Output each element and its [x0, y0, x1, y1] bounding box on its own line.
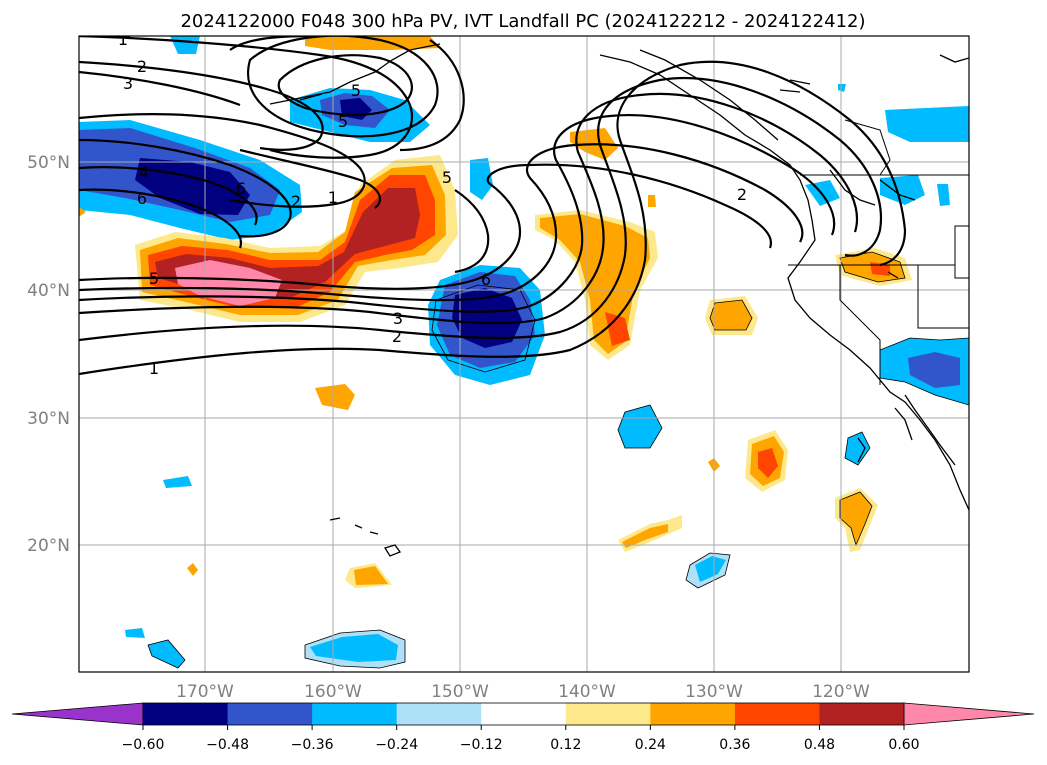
pv-label: 3: [393, 309, 403, 328]
figure-title: 2024122000 F048 300 hPa PV, IVT Landfall…: [180, 11, 865, 32]
colorbar-tick-label: 0.60: [888, 737, 919, 753]
colorbar-segment: [734, 703, 820, 725]
lat-tick-label: 40°N: [27, 281, 70, 301]
lon-tick-label: 120°W: [812, 682, 870, 702]
pv-label: 5: [351, 81, 361, 100]
colorbar-tick-label: −0.24: [375, 737, 418, 753]
pv-label: 4: [139, 163, 149, 182]
pv-contour-3: [79, 92, 859, 325]
lat-tick-label: 20°N: [27, 536, 70, 556]
longitude-tick-labels: 170°W 160°W 150°W 140°W 130°W 120°W: [176, 682, 870, 702]
colorbar-tick-label: −0.36: [291, 737, 334, 753]
pv-label: 3: [123, 74, 133, 93]
pv-label: 5: [149, 269, 159, 288]
colorbar-tick-label: 0.12: [550, 737, 581, 753]
colorbar-segment: [396, 703, 482, 725]
pv-label: 2: [137, 57, 147, 76]
lon-tick-label: 160°W: [304, 682, 362, 702]
colorbar-segment: [481, 703, 567, 725]
lat-tick-label: 30°N: [27, 409, 70, 429]
pv-label: 5: [338, 112, 348, 131]
pv-label: 2: [291, 192, 301, 211]
pv-label: 2: [392, 327, 402, 346]
pv-contour-2: [79, 76, 882, 342]
pv-label: 1: [118, 30, 128, 49]
gridlines: [79, 36, 969, 672]
pv-label: 1: [328, 188, 338, 207]
lon-tick-label: 140°W: [558, 682, 616, 702]
positive-anomaly-shading: [79, 36, 912, 588]
colorbar-segment: [819, 703, 905, 725]
pv-label: 6: [137, 189, 147, 208]
pv-contour-1: [79, 60, 907, 376]
pv-label: 6: [236, 179, 246, 198]
colorbar-extend-low: [11, 702, 144, 726]
colorbar-tick-label: −0.12: [460, 737, 503, 753]
pv-contour-labels: 1 2 3 4 6 5 5 1 2 5 6 3 2 1 6 5 2: [118, 30, 747, 378]
colorbar-segment: [312, 703, 398, 725]
pv-label: 2: [737, 185, 747, 204]
colorbar-frame: [142, 702, 905, 726]
coastlines: [269, 43, 969, 557]
colorbar-segment: [650, 703, 736, 725]
pv-label: 5: [442, 168, 452, 187]
latitude-tick-labels: 50°N 40°N 30°N 20°N: [27, 153, 70, 556]
political-borders: [788, 119, 969, 385]
colorbar-segment: [143, 703, 229, 725]
colorbar: −0.60 −0.48 −0.36 −0.24 −0.12 0.12 0.24 0.36 0.4…: [11, 702, 1035, 753]
pv-label: 6: [481, 270, 491, 289]
colorbar-tick-label: 0.48: [804, 737, 835, 753]
colorbar-extend-high: [903, 702, 1035, 726]
map-panel: 1 2 3 4 6 5 5 1 2 5 6 3 2 1 6 5 2: [79, 30, 969, 672]
colorbar-tick-label: 0.24: [635, 737, 666, 753]
lon-tick-label: 130°W: [685, 682, 743, 702]
pv-label: 1: [149, 359, 159, 378]
colorbar-tick-label: −0.60: [122, 737, 165, 753]
lon-tick-label: 150°W: [431, 682, 489, 702]
colorbar-tick-label: −0.48: [206, 737, 249, 753]
colorbar-segment: [565, 703, 651, 725]
map-frame: [78, 35, 970, 673]
colorbar-tick-label: 0.36: [719, 737, 750, 753]
shading-outlines: [147, 251, 969, 669]
lat-tick-label: 50°N: [27, 153, 70, 173]
lon-tick-label: 170°W: [176, 682, 234, 702]
colorbar-segment: [227, 703, 313, 725]
pv-contours: [79, 36, 907, 376]
